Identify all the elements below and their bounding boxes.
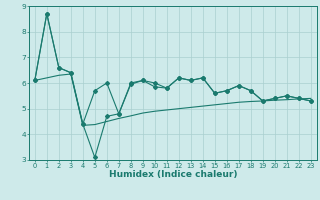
X-axis label: Humidex (Indice chaleur): Humidex (Indice chaleur) <box>108 170 237 179</box>
